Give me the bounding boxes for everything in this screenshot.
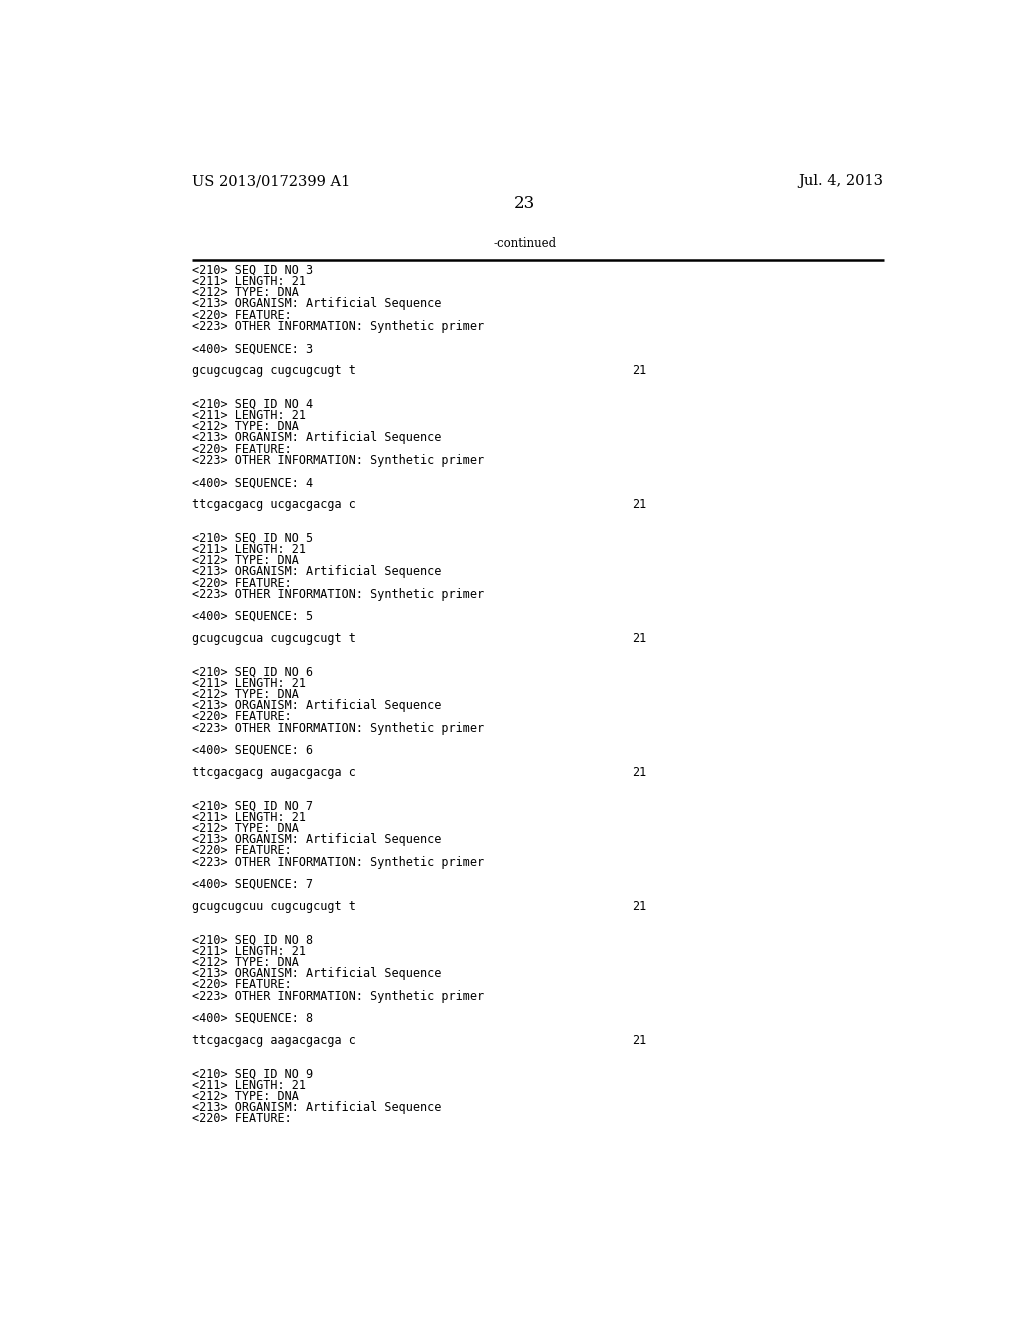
Text: <400> SEQUENCE: 4: <400> SEQUENCE: 4 [191,477,312,488]
Text: 21: 21 [632,767,646,779]
Text: <213> ORGANISM: Artificial Sequence: <213> ORGANISM: Artificial Sequence [191,565,441,578]
Text: <213> ORGANISM: Artificial Sequence: <213> ORGANISM: Artificial Sequence [191,297,441,310]
Text: <223> OTHER INFORMATION: Synthetic primer: <223> OTHER INFORMATION: Synthetic prime… [191,855,483,869]
Text: <220> FEATURE:: <220> FEATURE: [191,1113,291,1126]
Text: <220> FEATURE:: <220> FEATURE: [191,442,291,455]
Text: <210> SEQ ID NO 7: <210> SEQ ID NO 7 [191,800,312,813]
Text: <400> SEQUENCE: 5: <400> SEQUENCE: 5 [191,610,312,623]
Text: <213> ORGANISM: Artificial Sequence: <213> ORGANISM: Artificial Sequence [191,833,441,846]
Text: <213> ORGANISM: Artificial Sequence: <213> ORGANISM: Artificial Sequence [191,1101,441,1114]
Text: <210> SEQ ID NO 3: <210> SEQ ID NO 3 [191,264,312,277]
Text: <211> LENGTH: 21: <211> LENGTH: 21 [191,1078,305,1092]
Text: 23: 23 [514,195,536,213]
Text: 21: 21 [632,1035,646,1047]
Text: <223> OTHER INFORMATION: Synthetic primer: <223> OTHER INFORMATION: Synthetic prime… [191,722,483,735]
Text: <220> FEATURE:: <220> FEATURE: [191,978,291,991]
Text: <220> FEATURE:: <220> FEATURE: [191,710,291,723]
Text: <223> OTHER INFORMATION: Synthetic primer: <223> OTHER INFORMATION: Synthetic prime… [191,454,483,467]
Text: <212> TYPE: DNA: <212> TYPE: DNA [191,688,298,701]
Text: <212> TYPE: DNA: <212> TYPE: DNA [191,420,298,433]
Text: <220> FEATURE:: <220> FEATURE: [191,309,291,322]
Text: 21: 21 [632,364,646,378]
Text: <223> OTHER INFORMATION: Synthetic primer: <223> OTHER INFORMATION: Synthetic prime… [191,319,483,333]
Text: <210> SEQ ID NO 5: <210> SEQ ID NO 5 [191,532,312,545]
Text: <212> TYPE: DNA: <212> TYPE: DNA [191,1090,298,1104]
Text: <211> LENGTH: 21: <211> LENGTH: 21 [191,543,305,556]
Text: <211> LENGTH: 21: <211> LENGTH: 21 [191,810,305,824]
Text: Jul. 4, 2013: Jul. 4, 2013 [799,174,884,189]
Text: <212> TYPE: DNA: <212> TYPE: DNA [191,554,298,568]
Text: ttcgacgacg aagacgacga c: ttcgacgacg aagacgacga c [191,1035,355,1047]
Text: <220> FEATURE:: <220> FEATURE: [191,845,291,858]
Text: <211> LENGTH: 21: <211> LENGTH: 21 [191,945,305,958]
Text: <400> SEQUENCE: 3: <400> SEQUENCE: 3 [191,342,312,355]
Text: <400> SEQUENCE: 8: <400> SEQUENCE: 8 [191,1012,312,1024]
Text: 21: 21 [632,632,646,645]
Text: <213> ORGANISM: Artificial Sequence: <213> ORGANISM: Artificial Sequence [191,432,441,445]
Text: US 2013/0172399 A1: US 2013/0172399 A1 [191,174,350,189]
Text: 21: 21 [632,900,646,913]
Text: <223> OTHER INFORMATION: Synthetic primer: <223> OTHER INFORMATION: Synthetic prime… [191,587,483,601]
Text: 21: 21 [632,499,646,511]
Text: <211> LENGTH: 21: <211> LENGTH: 21 [191,677,305,690]
Text: ttcgacgacg augacgacga c: ttcgacgacg augacgacga c [191,767,355,779]
Text: <212> TYPE: DNA: <212> TYPE: DNA [191,822,298,836]
Text: gcugcugcag cugcugcugt t: gcugcugcag cugcugcugt t [191,364,355,378]
Text: <211> LENGTH: 21: <211> LENGTH: 21 [191,275,305,288]
Text: <210> SEQ ID NO 9: <210> SEQ ID NO 9 [191,1068,312,1081]
Text: <211> LENGTH: 21: <211> LENGTH: 21 [191,409,305,422]
Text: gcugcugcuu cugcugcugt t: gcugcugcuu cugcugcugt t [191,900,355,913]
Text: <212> TYPE: DNA: <212> TYPE: DNA [191,956,298,969]
Text: <220> FEATURE:: <220> FEATURE: [191,577,291,590]
Text: <213> ORGANISM: Artificial Sequence: <213> ORGANISM: Artificial Sequence [191,968,441,981]
Text: <400> SEQUENCE: 6: <400> SEQUENCE: 6 [191,744,312,756]
Text: gcugcugcua cugcugcugt t: gcugcugcua cugcugcugt t [191,632,355,645]
Text: <223> OTHER INFORMATION: Synthetic primer: <223> OTHER INFORMATION: Synthetic prime… [191,990,483,1003]
Text: -continued: -continued [494,238,556,249]
Text: <210> SEQ ID NO 6: <210> SEQ ID NO 6 [191,665,312,678]
Text: <210> SEQ ID NO 8: <210> SEQ ID NO 8 [191,933,312,946]
Text: <213> ORGANISM: Artificial Sequence: <213> ORGANISM: Artificial Sequence [191,700,441,713]
Text: <210> SEQ ID NO 4: <210> SEQ ID NO 4 [191,397,312,411]
Text: <400> SEQUENCE: 7: <400> SEQUENCE: 7 [191,878,312,891]
Text: ttcgacgacg ucgacgacga c: ttcgacgacg ucgacgacga c [191,499,355,511]
Text: <212> TYPE: DNA: <212> TYPE: DNA [191,286,298,300]
